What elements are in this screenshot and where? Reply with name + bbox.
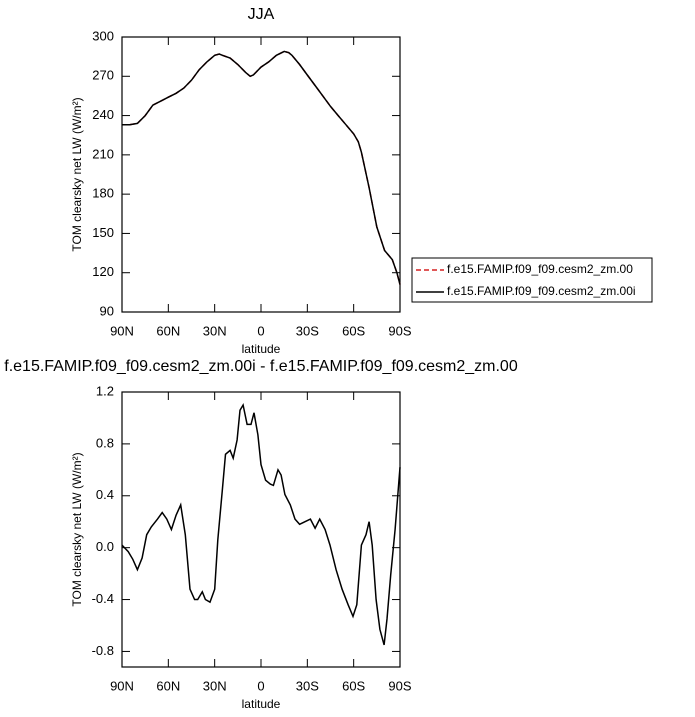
legend-label: f.e15.FAMIP.f09_f09.cesm2_zm.00i — [447, 284, 636, 298]
line-series — [122, 50, 401, 285]
y-tick-label: 90 — [100, 303, 114, 318]
y-tick-label: 150 — [92, 225, 114, 240]
chart-title: JJA — [248, 6, 275, 23]
x-tick-label: 30N — [203, 323, 227, 338]
line-series — [121, 402, 401, 646]
legend-label: f.e15.FAMIP.f09_f09.cesm2_zm.00 — [447, 262, 633, 276]
legend-box — [411, 257, 653, 303]
chart-title: f.e15.FAMIP.f09_f09.cesm2_zm.00i - f.e15… — [4, 358, 518, 375]
x-tick-label: 90S — [388, 678, 411, 693]
y-tick-label: 0.0 — [96, 539, 114, 554]
x-tick-label: 60S — [342, 323, 365, 338]
y-tick-label: 180 — [92, 186, 114, 201]
x-axis-label: latitude — [242, 697, 281, 711]
x-tick-label: 60N — [156, 678, 180, 693]
y-tick-label: 210 — [92, 146, 114, 161]
y-tick-label: 300 — [92, 28, 114, 43]
y-tick-label: -0.4 — [92, 591, 114, 606]
y-tick-label: 0.4 — [96, 487, 114, 502]
x-tick-label: 90N — [110, 323, 134, 338]
plot-frame — [121, 391, 401, 668]
y-tick-label: 240 — [92, 107, 114, 122]
x-tick-label: 0 — [257, 678, 264, 693]
y-tick-label: 120 — [92, 264, 114, 279]
x-tick-label: 0 — [257, 323, 264, 338]
line-series — [122, 50, 401, 285]
x-tick-label: 60S — [342, 678, 365, 693]
y-tick-label: 1.2 — [96, 383, 114, 398]
x-axis-label: latitude — [242, 342, 281, 356]
x-tick-label: 30S — [296, 323, 319, 338]
x-tick-label: 90N — [110, 678, 134, 693]
x-tick-label: 30N — [203, 678, 227, 693]
y-tick-label: 270 — [92, 68, 114, 83]
x-tick-label: 30S — [296, 678, 319, 693]
x-tick-label: 60N — [156, 323, 180, 338]
y-axis-label: TOM clearsky net LW (W/m²) — [70, 97, 84, 251]
x-tick-label: 90S — [388, 323, 411, 338]
y-tick-label: 0.8 — [96, 435, 114, 450]
plot-frame — [121, 36, 401, 313]
y-axis-label: TOM clearsky net LW (W/m²) — [70, 452, 84, 606]
y-tick-label: -0.8 — [92, 643, 114, 658]
